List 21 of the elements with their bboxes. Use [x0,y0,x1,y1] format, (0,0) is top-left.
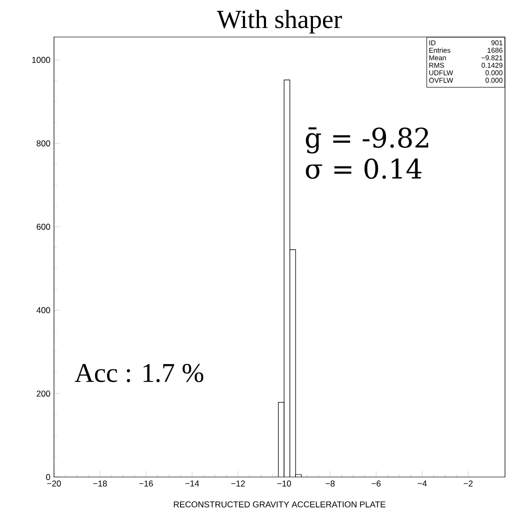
annotation: σ = 0.14 [306,158,422,179]
x-tick-label: −8 [326,480,335,487]
annotation: ḡ = -9.82 [306,127,428,154]
annotation: Acc : 1.7 % [74,364,204,382]
x-tick-label: −4 [418,480,427,486]
x-tick-label: −2 [464,480,473,486]
y-tick-label: 800 [36,140,50,146]
x-tick-label: −14 [185,480,200,486]
x-tick-label: −10 [277,480,291,487]
x-tick-label: −12 [231,480,245,486]
y-tick-label: 200 [36,390,50,397]
y-tick-label: 1000 [32,56,50,63]
y-tick-label: 400 [36,307,50,314]
y-tick-label: 600 [36,224,50,230]
chart-title: With shaper [216,10,342,34]
x-axis-title: RECONSTRUCTED GRAVITY ACCELERATION PLATE [174,501,386,508]
y-tick-label: 0 [46,474,50,480]
x-tick-label: −6 [372,480,381,487]
x-tick-label: −20 [47,480,61,487]
x-tick-label: −18 [93,480,107,487]
x-tick-label: −16 [139,480,153,487]
